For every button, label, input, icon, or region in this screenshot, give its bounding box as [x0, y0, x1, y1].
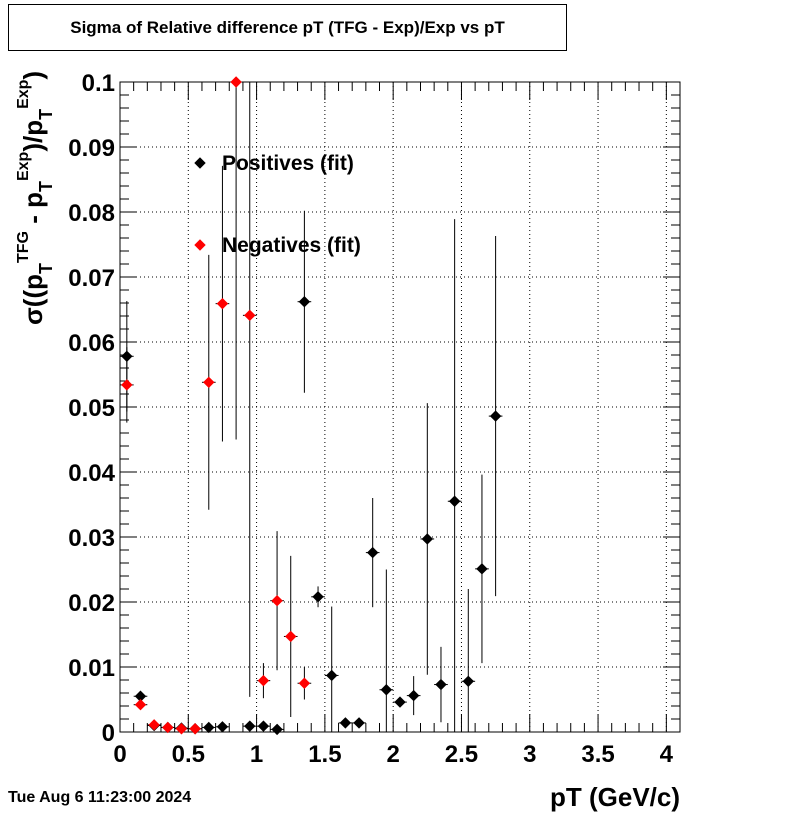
- data-point-marker: [448, 495, 461, 507]
- data-point-marker: [326, 669, 338, 682]
- data-point-marker: [148, 719, 160, 731]
- data-point-marker: [435, 678, 447, 691]
- data-point-marker: [162, 721, 174, 734]
- data-point-marker: [489, 410, 502, 422]
- y-tick-label: 0.02: [68, 590, 115, 617]
- x-tick-label: 0.5: [172, 741, 205, 768]
- axis-ticks: [119, 81, 680, 733]
- data-point-marker: [203, 376, 215, 389]
- y-tick-label: 0.08: [68, 200, 115, 227]
- grid-lines: [120, 82, 680, 732]
- chart-title: Sigma of Relative difference pT (TFG - E…: [8, 4, 567, 51]
- data-point-marker: [216, 297, 229, 310]
- legend-marker: [194, 157, 206, 169]
- data-point-marker: [421, 533, 434, 545]
- x-tick-label: 3.5: [581, 741, 614, 768]
- data-point-marker: [407, 689, 420, 702]
- x-tick-label: 3: [523, 741, 536, 768]
- y-axis-label: σ((pTTFG - pTExp)/pTExp): [15, 71, 56, 325]
- date-stamp: Tue Aug 6 11:23:00 2024: [8, 789, 192, 806]
- data-point-marker: [121, 379, 133, 391]
- data-point-marker: [134, 698, 147, 711]
- y-tick-label: 0.06: [68, 330, 115, 357]
- data-point-marker: [216, 721, 229, 733]
- data-point-marker: [244, 720, 256, 732]
- x-tick-label: 4: [660, 741, 674, 768]
- data-point-marker: [298, 295, 311, 308]
- data-point-marker: [257, 720, 270, 732]
- data-points: [120, 76, 503, 736]
- y-tick-label: 0.09: [68, 135, 115, 162]
- x-tick-label: 1.5: [308, 741, 341, 768]
- data-point-marker: [394, 696, 406, 708]
- data-point-marker: [285, 630, 297, 643]
- data-point-marker: [312, 591, 324, 603]
- y-tick-label: 0.05: [68, 395, 115, 422]
- data-point-marker: [353, 717, 365, 729]
- series-positives: [120, 210, 503, 736]
- data-point-marker: [476, 563, 488, 575]
- data-point-marker: [230, 76, 242, 88]
- data-point-marker: [203, 721, 215, 734]
- data-point-marker: [339, 717, 352, 729]
- x-tick-label: 2.5: [445, 741, 478, 768]
- y-tick-label: 0.1: [82, 70, 115, 97]
- legend-label: Positives (fit): [222, 152, 354, 175]
- data-point-marker: [298, 677, 311, 689]
- data-point-marker: [462, 675, 474, 688]
- data-point-marker: [271, 594, 283, 607]
- legend-label: Negatives (fit): [222, 234, 361, 257]
- data-point-marker: [244, 309, 256, 322]
- data-point-marker: [175, 723, 188, 735]
- x-tick-label: 0: [113, 741, 126, 768]
- x-tick-label: 1: [250, 741, 263, 768]
- data-point-marker: [189, 723, 201, 735]
- legend: Positives (fit) Negatives (fit): [194, 152, 361, 257]
- x-tick-label: 2: [386, 741, 399, 768]
- y-tick-label: 0.07: [68, 265, 115, 292]
- series-negatives: [120, 76, 312, 735]
- y-tick-label: 0.01: [68, 655, 115, 682]
- data-point-marker: [271, 723, 283, 736]
- y-tick-label: 0: [102, 720, 115, 747]
- data-point-marker: [380, 684, 393, 696]
- y-tick-label: 0.03: [68, 525, 115, 552]
- data-point-marker: [257, 674, 270, 687]
- x-axis-label: pT (GeV/c): [550, 782, 680, 812]
- legend-marker: [194, 239, 206, 251]
- y-tick-label: 0.04: [68, 460, 115, 487]
- tick-labels: 0 0.5 1 1.5 2 2.5 3 3.5 4 0 0.01 0.02 0.03 0.04 0.05 0.…: [68, 70, 673, 768]
- data-point-marker: [366, 546, 379, 559]
